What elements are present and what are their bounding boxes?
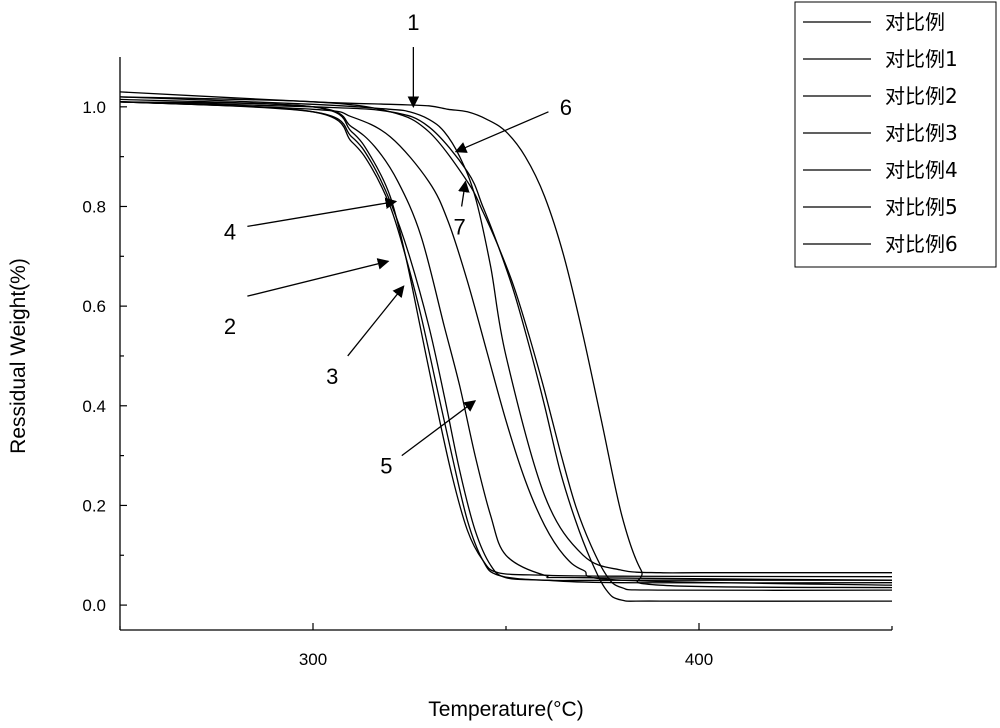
legend-label: 对比例5: [885, 195, 958, 219]
annotation-arrow-2: [247, 258, 390, 297]
annotation-label-4: 4: [224, 219, 236, 244]
annotation-label-1: 1: [407, 10, 419, 35]
annotation-arrow-7: [458, 180, 470, 207]
annotation-label-2: 2: [224, 314, 236, 339]
annotation-arrow-6: [454, 111, 549, 153]
legend-label: 对比例: [885, 10, 945, 34]
x-axis-title: Temperature(°C): [428, 698, 583, 721]
series-line-1: [119, 101, 893, 578]
series-line-4: [119, 98, 893, 581]
annotation-label-3: 3: [326, 364, 338, 389]
legend-label: 对比例2: [885, 84, 958, 108]
y-tick-label: 0.0: [82, 596, 106, 615]
x-tick-label: 300: [299, 650, 327, 669]
y-tick-label: 0.8: [82, 197, 106, 216]
legend-label: 对比例1: [885, 47, 958, 71]
annotation-label-5: 5: [380, 454, 392, 479]
series-line-6: [119, 96, 893, 591]
legend-label: 对比例3: [885, 121, 958, 145]
legend-label: 对比例6: [885, 232, 958, 256]
y-tick-label: 0.4: [82, 397, 106, 416]
annotation-arrow-3: [347, 285, 405, 357]
series-line-8: [119, 91, 893, 589]
series-line-0: [119, 96, 892, 574]
x-tick-label: 400: [685, 650, 713, 669]
y-axis-title: Ressidual Weight(%): [7, 258, 30, 454]
series-line-7: [119, 101, 893, 602]
series-line-5: [119, 101, 893, 586]
annotations: 1 2 3 4 5 6 7: [224, 10, 572, 478]
series-line-3: [119, 101, 893, 584]
y-tick-label: 0.2: [82, 496, 106, 515]
y-tick-label: 1.0: [82, 98, 106, 117]
annotation-arrow-5: [401, 400, 477, 457]
axes: 0.0 0.2 0.4 0.6 0.8 1.0 300 400: [82, 57, 893, 669]
annotation-label-7: 7: [454, 214, 466, 239]
curves: [119, 91, 893, 602]
y-tick-label: 0.6: [82, 297, 106, 316]
series-line-2: [119, 101, 892, 582]
annotation-arrow-4: [247, 197, 398, 228]
annotation-label-6: 6: [560, 95, 572, 120]
legend-label: 对比例4: [885, 158, 958, 182]
legend-box: [794, 1, 997, 268]
